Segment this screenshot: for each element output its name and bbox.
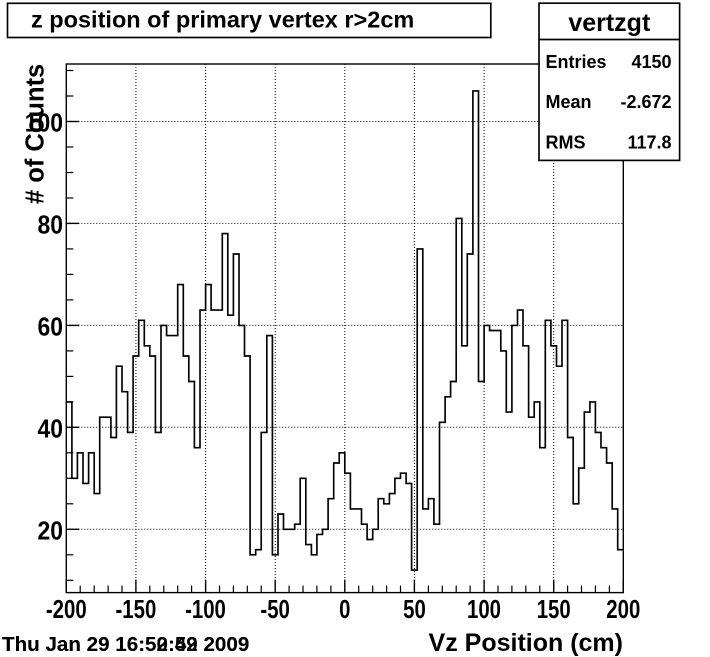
svg-text:-50: -50 <box>260 596 290 624</box>
svg-text:Thu Jan 29 16:50:42 2009: Thu Jan 29 16:50:42 2009 <box>2 633 249 656</box>
svg-text:# of Counts: # of Counts <box>22 64 50 204</box>
svg-text:z position of primary vertex r: z position of primary vertex r>2cm <box>31 7 414 33</box>
svg-text:20: 20 <box>38 517 64 545</box>
svg-text:100: 100 <box>25 110 63 138</box>
svg-text:-2.672: -2.672 <box>620 92 671 112</box>
svg-text:Thu Jan 29 16:52:59 2009: Thu Jan 29 16:52:59 2009 <box>2 633 249 656</box>
svg-text:-150: -150 <box>116 596 157 624</box>
svg-text:200: 200 <box>606 596 640 624</box>
svg-text:0: 0 <box>339 596 350 624</box>
svg-text:Mean: Mean <box>546 92 592 112</box>
svg-text:117.8: 117.8 <box>627 132 671 152</box>
svg-text:60: 60 <box>38 313 64 341</box>
svg-text:-100: -100 <box>185 596 226 624</box>
svg-text:RMS: RMS <box>546 132 586 152</box>
svg-text:-200: -200 <box>46 596 87 624</box>
svg-text:vertzgt: vertzgt <box>568 9 651 37</box>
svg-text:Entries: Entries <box>546 52 607 72</box>
svg-text:4150: 4150 <box>631 52 671 72</box>
svg-text:80: 80 <box>38 211 64 239</box>
svg-text:40: 40 <box>38 415 64 443</box>
svg-text:50: 50 <box>403 596 426 624</box>
svg-text:Vz Position (cm): Vz Position (cm) <box>429 629 623 657</box>
svg-text:150: 150 <box>537 596 571 624</box>
svg-text:100: 100 <box>467 596 501 624</box>
